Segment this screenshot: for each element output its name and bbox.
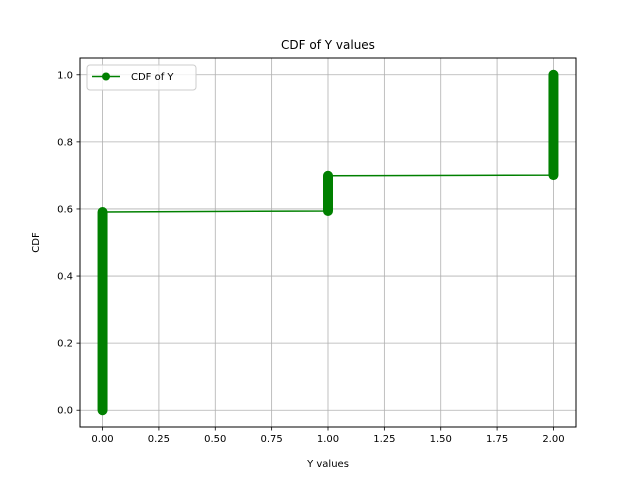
x-tick-label: 1.50: [430, 434, 452, 445]
legend: CDF of Y: [86, 64, 197, 91]
y-tick-label: 0.0: [57, 406, 73, 417]
x-tick-label: 0.50: [204, 434, 226, 445]
y-tick-label: 0.6: [57, 204, 73, 215]
y-axis-label: CDF: [31, 232, 42, 253]
x-tick-label: 0.00: [91, 434, 113, 445]
x-tick-label: 2.00: [542, 434, 564, 445]
legend-marker-swatch: [102, 72, 110, 81]
y-tick-label: 0.2: [57, 339, 73, 350]
x-tick-label: 1.25: [373, 434, 395, 445]
y-tick-label: 0.4: [57, 272, 73, 283]
x-axis-ticks: 0.00 0.25 0.50 0.75 1.00 1.25 1.50 1.75 2.00: [91, 427, 565, 445]
x-tick-label: 0.75: [261, 434, 283, 445]
x-axis-label: Y values: [306, 459, 349, 470]
x-tick-label: 1.00: [317, 434, 339, 445]
series-cdf-of-y: [97, 69, 559, 416]
legend-entry-label: CDF of Y: [131, 72, 174, 83]
y-tick-label: 1.0: [57, 70, 73, 81]
chart-title: CDF of Y values: [281, 38, 375, 52]
y-axis-ticks: 0.0 0.2 0.4 0.6 0.8 1.0: [57, 70, 80, 417]
legend-box: [86, 64, 197, 91]
y-tick-label: 0.8: [57, 137, 73, 148]
x-tick-label: 1.75: [486, 434, 508, 445]
x-tick-label: 0.25: [148, 434, 170, 445]
